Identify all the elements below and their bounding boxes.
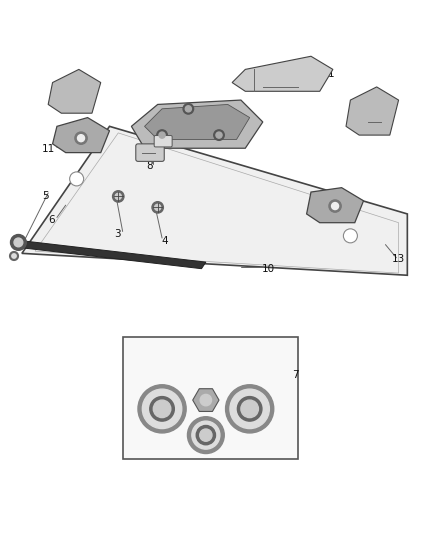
FancyBboxPatch shape (154, 135, 172, 147)
Polygon shape (145, 104, 250, 140)
Circle shape (241, 400, 258, 418)
Circle shape (155, 204, 161, 211)
Circle shape (75, 132, 87, 144)
Circle shape (332, 203, 339, 209)
Text: 2: 2 (156, 109, 163, 119)
Polygon shape (22, 126, 407, 275)
Text: 11: 11 (42, 144, 55, 154)
Text: 13: 13 (392, 254, 405, 264)
Bar (123, 336, 298, 459)
Circle shape (142, 389, 182, 429)
Circle shape (11, 235, 26, 251)
Circle shape (70, 172, 84, 186)
Circle shape (152, 201, 163, 213)
Circle shape (343, 229, 357, 243)
Circle shape (200, 394, 212, 406)
Text: 4: 4 (161, 236, 168, 246)
Polygon shape (193, 389, 219, 411)
Circle shape (329, 200, 341, 212)
Text: 6: 6 (48, 215, 55, 225)
Circle shape (214, 130, 224, 140)
Circle shape (196, 425, 215, 445)
Text: 1: 1 (327, 69, 334, 79)
Text: 7: 7 (292, 370, 299, 380)
Polygon shape (13, 240, 206, 269)
Text: 12: 12 (365, 119, 378, 129)
Circle shape (10, 252, 18, 260)
Text: 3: 3 (114, 229, 121, 239)
Circle shape (115, 193, 121, 199)
Text: 9: 9 (155, 141, 162, 151)
Circle shape (78, 135, 85, 142)
Text: 11: 11 (335, 213, 348, 222)
FancyBboxPatch shape (136, 144, 164, 161)
Circle shape (150, 397, 174, 421)
Circle shape (230, 389, 269, 429)
Circle shape (185, 106, 191, 112)
Circle shape (187, 417, 224, 454)
Circle shape (113, 191, 124, 202)
Polygon shape (48, 69, 101, 113)
Polygon shape (346, 87, 399, 135)
Circle shape (153, 400, 171, 418)
Circle shape (226, 385, 274, 433)
Circle shape (200, 429, 212, 441)
Circle shape (237, 397, 262, 421)
Polygon shape (53, 118, 110, 152)
Circle shape (12, 254, 16, 258)
Circle shape (138, 385, 186, 433)
Circle shape (183, 103, 194, 114)
Text: 5: 5 (42, 191, 49, 201)
Polygon shape (131, 100, 263, 148)
Text: 10: 10 (261, 264, 275, 274)
Text: 8: 8 (146, 161, 153, 171)
Circle shape (14, 238, 23, 247)
Polygon shape (307, 188, 364, 223)
Circle shape (192, 421, 220, 449)
Circle shape (216, 132, 222, 138)
Polygon shape (232, 56, 333, 91)
Circle shape (157, 130, 167, 140)
Circle shape (159, 132, 165, 138)
